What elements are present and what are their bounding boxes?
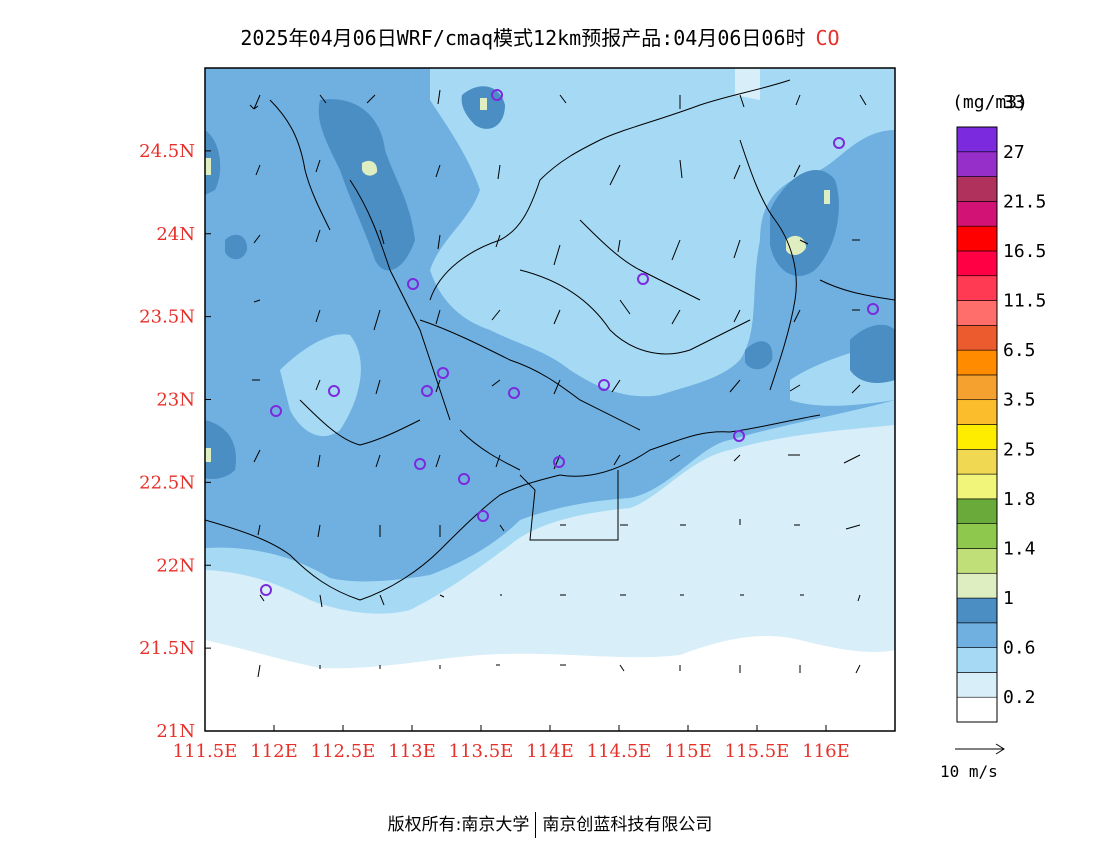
footer-divider	[535, 812, 537, 838]
legend-label: 33	[1003, 92, 1025, 113]
legend-swatch	[956, 300, 998, 326]
wind-scale-arrow	[955, 743, 1005, 755]
legend-label: 1.8	[1003, 489, 1036, 510]
lon-tick-label: 114.5E	[587, 741, 652, 762]
lon-tick-label: 115E	[664, 741, 712, 762]
legend-swatch	[956, 672, 998, 698]
lon-tick-label: 111.5E	[173, 741, 238, 762]
lat-tick-label: 22.5N	[139, 472, 195, 493]
lat-tick-label: 21N	[156, 721, 195, 742]
wind-scale-label: 10 m/s	[940, 762, 998, 781]
legend-label: 2.5	[1003, 439, 1036, 460]
legend-swatch	[956, 523, 998, 549]
legend-unit: (mg/m3)	[952, 92, 1028, 113]
legend-swatch	[956, 151, 998, 177]
legend-swatch	[956, 225, 998, 252]
lat-tick-label: 24N	[156, 224, 195, 245]
legend-swatch	[956, 448, 998, 475]
legend-swatch	[956, 622, 998, 648]
title-text: 2025年04月06日WRF/cmaq模式12km预报产品:04月06日06时	[240, 26, 806, 50]
lat-tick-label: 23N	[156, 390, 195, 411]
color-legend: (mg/m3) 0.2 0.6 1 1.4 1.8 2.5 3.5 6.5 11.5 16.5 21.…	[952, 92, 1046, 723]
legend-swatch	[956, 424, 998, 450]
legend-swatch	[956, 176, 998, 202]
lon-tick-label: 114E	[526, 741, 574, 762]
legend-label: 21.5	[1003, 191, 1046, 212]
legend-label: 16.5	[1003, 241, 1046, 262]
lon-tick-label: 113E	[388, 741, 436, 762]
lat-tick-label: 21.5N	[139, 638, 195, 659]
legend-label: 6.5	[1003, 340, 1036, 361]
legend-swatch	[956, 498, 998, 524]
legend-swatch	[956, 597, 998, 624]
map-axes: 111.5E 112E 112.5E 113E 113.5E 114E 114.5E 115E…	[139, 141, 850, 762]
lat-tick-label: 23.5N	[139, 307, 195, 328]
legend-label: 0.2	[1003, 687, 1036, 708]
legend-swatch	[956, 275, 998, 301]
legend-swatch	[956, 325, 998, 351]
legend-label: 0.6	[1003, 638, 1036, 659]
monitoring-stations	[260, 89, 879, 596]
copyright-footer: 版权所有:南京大学 南京创蓝科技有限公司	[0, 810, 1100, 838]
legend-swatch	[956, 548, 998, 574]
lon-tick-label: 116E	[802, 741, 850, 762]
legend-swatch	[956, 572, 998, 599]
lon-tick-label: 112.5E	[311, 741, 376, 762]
lon-tick-label: 115.5E	[725, 741, 790, 762]
legend-label: 3.5	[1003, 390, 1036, 411]
legend-swatch	[956, 473, 998, 500]
legend-label: 1	[1003, 588, 1014, 609]
wind-field	[249, 89, 867, 678]
legend-swatch	[956, 647, 998, 673]
lat-tick-label: 22N	[156, 555, 195, 576]
concentration-field	[205, 68, 895, 731]
legend-swatch	[956, 374, 998, 401]
species-label: CO	[815, 26, 840, 50]
lon-tick-label: 113.5E	[449, 741, 514, 762]
copyright-owner: 版权所有:南京大学	[387, 815, 530, 835]
legend-label: 27	[1003, 142, 1025, 163]
legend-swatch	[956, 126, 998, 153]
copyright-company: 南京创蓝科技有限公司	[542, 815, 713, 835]
lon-tick-label: 112E	[250, 741, 298, 762]
legend-swatch	[956, 349, 998, 376]
legend-frame	[956, 126, 998, 723]
lat-tick-label: 24.5N	[139, 141, 195, 162]
legend-swatch	[956, 696, 998, 723]
legend-label: 11.5	[1003, 291, 1046, 312]
legend-swatch	[956, 399, 998, 425]
legend-swatch	[956, 250, 998, 277]
legend-label: 1.4	[1003, 538, 1036, 559]
boundary-lines	[205, 79, 895, 601]
chart-title: 2025年04月06日WRF/cmaq模式12km预报产品:04月06日06时 C…	[0, 22, 1080, 51]
legend-swatch	[956, 201, 998, 227]
wind-scale: 10 m/s	[940, 743, 1005, 781]
